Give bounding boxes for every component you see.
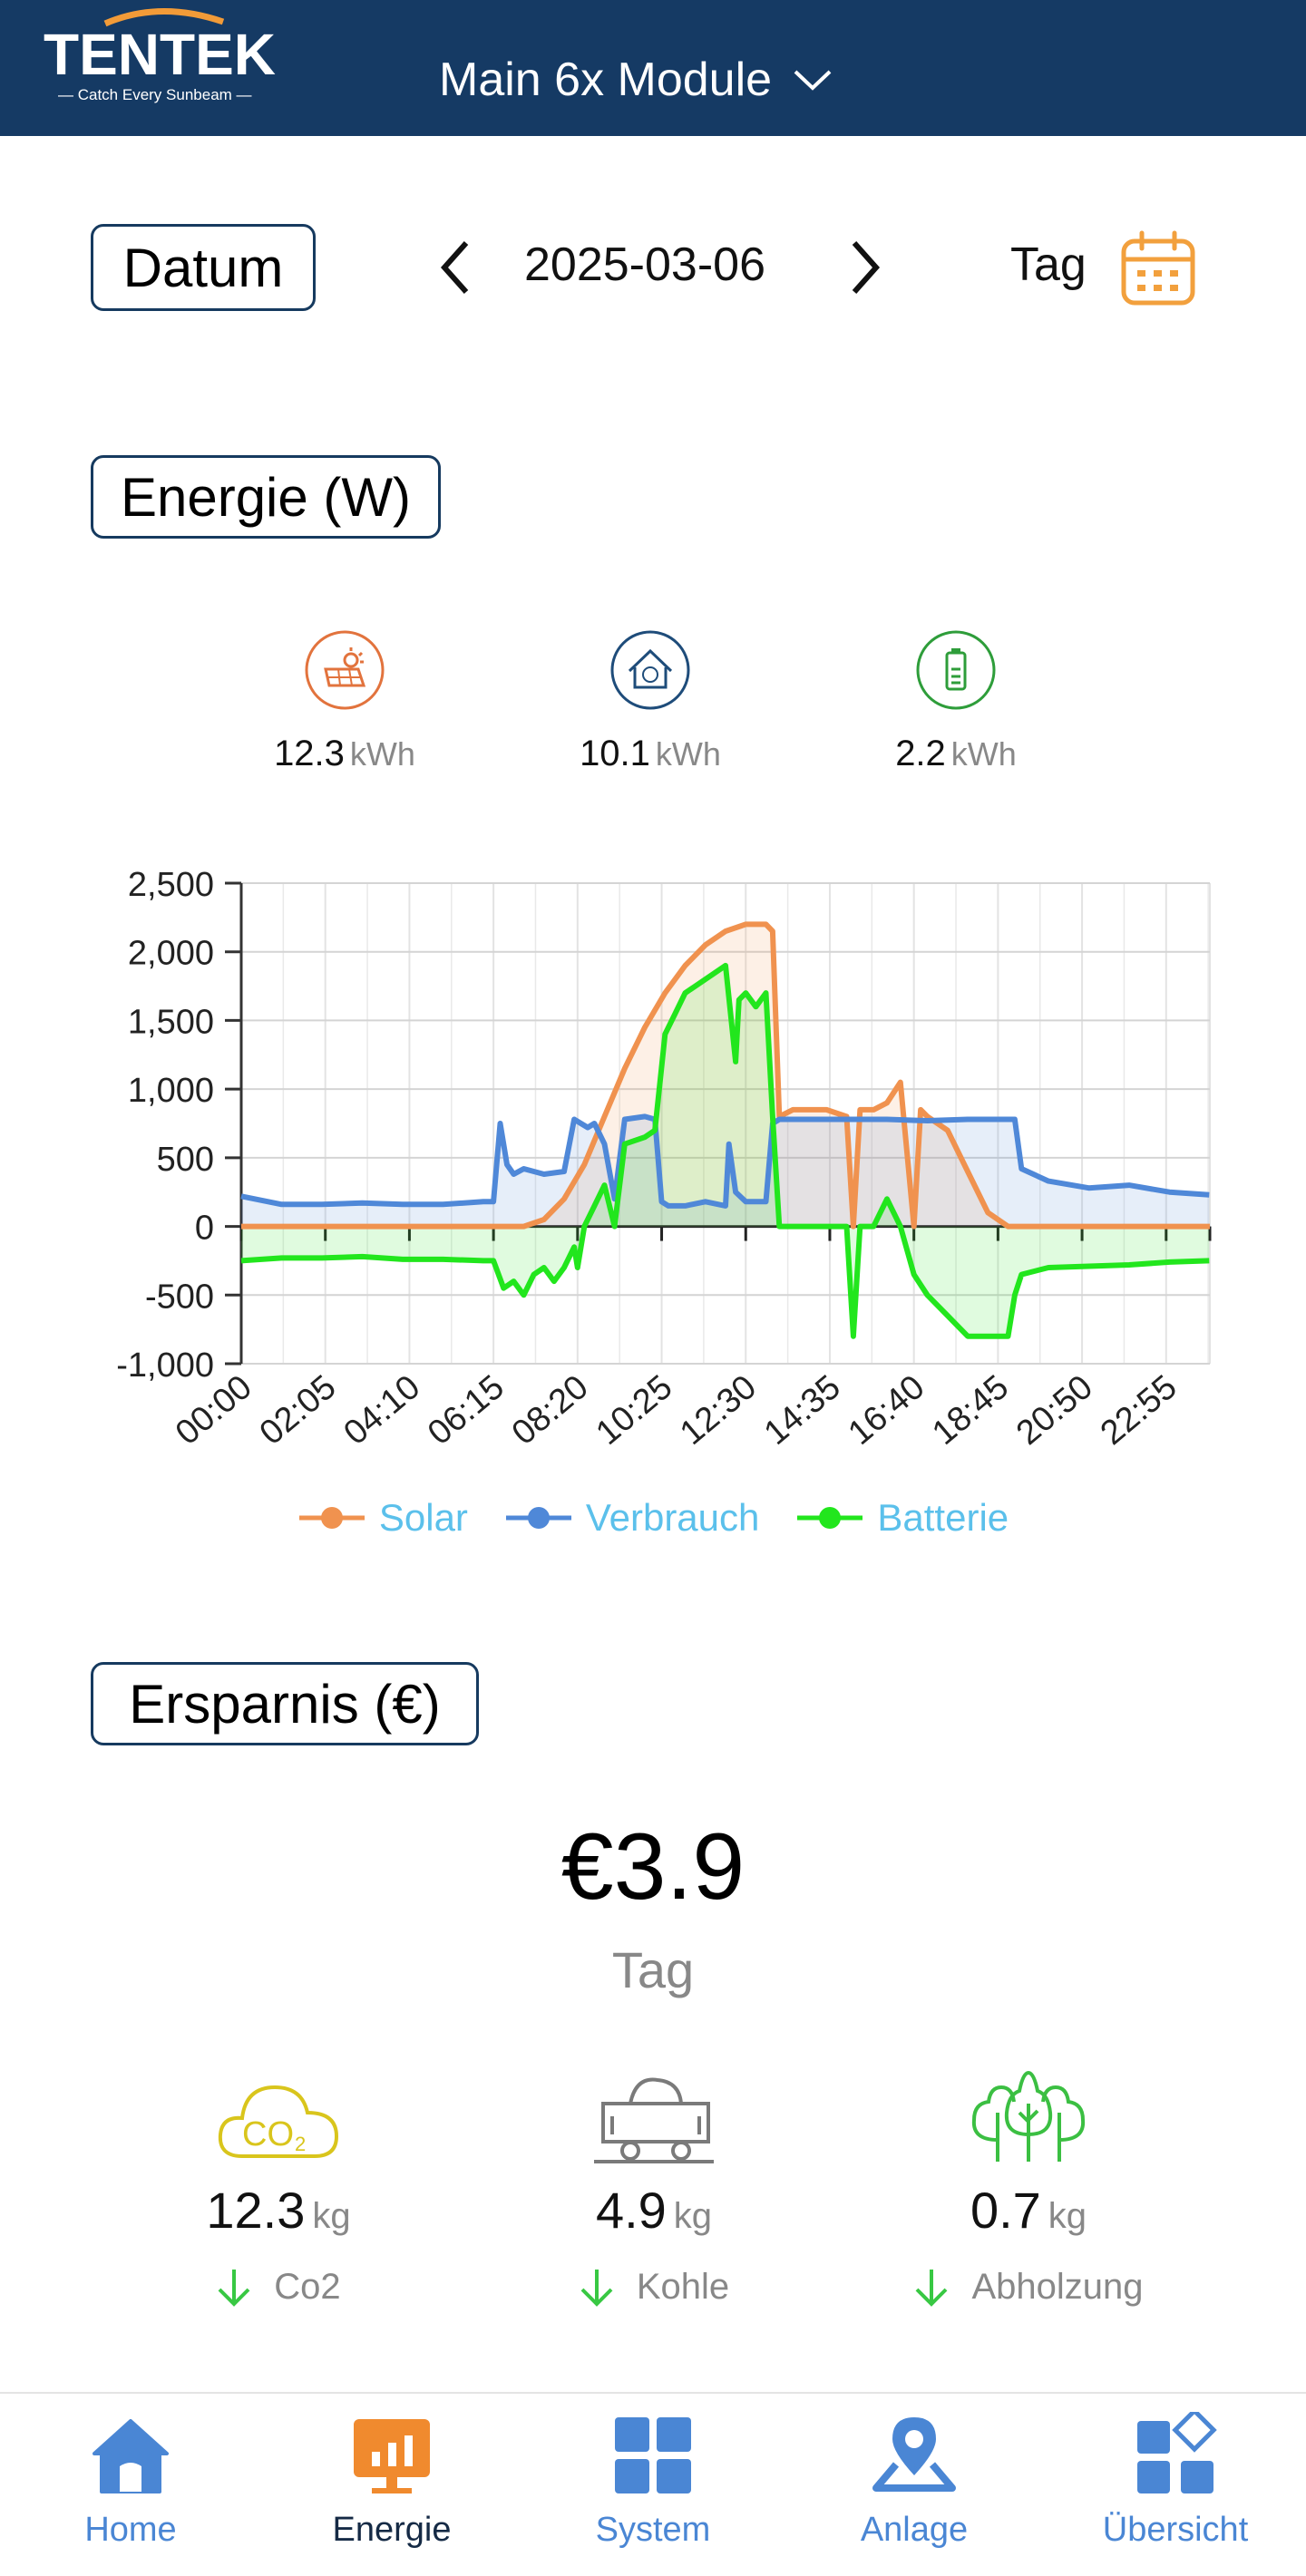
down-arrow-icon [580, 2269, 613, 2307]
co2-unit: kg [312, 2196, 351, 2236]
consumption-value: 10.1 [580, 734, 650, 773]
next-day-button[interactable] [847, 239, 883, 296]
system-grid-icon [615, 2417, 691, 2493]
current-date[interactable]: 2025-03-06 [524, 238, 765, 291]
coal-value: 4.9 [595, 2182, 667, 2239]
savings-section-title: Ersparnis (€) [91, 1662, 479, 1745]
savings-value: €3.9 [560, 1814, 746, 1920]
overview-icon [1137, 2407, 1217, 2493]
series-area-solar [241, 924, 1210, 1227]
prev-day-button[interactable] [437, 239, 473, 296]
solar-panel-icon [305, 630, 385, 710]
x-tick-label: 06:15 [421, 1368, 512, 1453]
brand-tagline: — Catch Every Sunbeam — [58, 86, 252, 103]
solar-unit: kWh [349, 735, 415, 773]
consumption-unit: kWh [655, 735, 721, 773]
coal-unit: kg [673, 2196, 713, 2236]
stat-battery: 2.2 kWh [838, 629, 1074, 774]
series-area-verbrauch [241, 1116, 1210, 1227]
chevron-down-icon [794, 70, 832, 91]
y-tick-label: 2,500 [128, 866, 214, 904]
x-tick-label: 18:45 [925, 1368, 1016, 1453]
eco-deforestation: 0.7 kg Abholzung [874, 2067, 1183, 2308]
eco-co2: CO 2 12.3 kg Co2 [124, 2067, 433, 2308]
tab-system-label: System [595, 2511, 711, 2549]
y-tick-label: 0 [195, 1210, 214, 1248]
series-area-batterie [241, 965, 1210, 1337]
stat-consumption: 10.1 kWh [532, 629, 768, 774]
series-line-batterie [240, 962, 1210, 1339]
trees-icon [971, 2070, 1086, 2162]
coal-label: Kohle [636, 2267, 730, 2307]
energy-chart-icon [354, 2419, 430, 2493]
tab-system[interactable]: System [522, 2394, 784, 2576]
y-tick-label: 1,000 [128, 1072, 214, 1110]
deforestation-label: Abholzung [971, 2267, 1144, 2307]
x-tick-label: 10:25 [589, 1368, 679, 1453]
savings-period: Tag [611, 1941, 695, 1998]
y-tick-label: -500 [145, 1278, 214, 1316]
x-tick-label: 16:40 [842, 1368, 932, 1453]
y-tick-label: 1,500 [128, 1003, 214, 1041]
tab-uebersicht[interactable]: Übersicht [1045, 2394, 1306, 2576]
deforestation-value: 0.7 [970, 2182, 1041, 2239]
svg-text:2: 2 [295, 2133, 306, 2155]
battery-value: 2.2 [895, 734, 946, 773]
co2-label: Co2 [274, 2267, 341, 2307]
battery-unit: kWh [950, 735, 1017, 773]
x-tick-label: 22:55 [1094, 1368, 1184, 1453]
legend-verbrauch[interactable]: Verbrauch [504, 1496, 759, 1540]
x-tick-label: 14:35 [757, 1368, 848, 1453]
legend-batterie[interactable]: Batterie [795, 1496, 1009, 1540]
y-tick-label: -1,000 [116, 1346, 214, 1385]
x-tick-label: 04:10 [336, 1368, 427, 1453]
energy-chart[interactable]: 2,5002,0001,5001,0005000-500-1,00000:000… [0, 843, 1306, 1478]
down-arrow-icon [218, 2269, 250, 2307]
coal-cart-icon [594, 2077, 714, 2163]
app-header: TENTEK — Catch Every Sunbeam — Main 6x M… [0, 0, 1306, 136]
series-line-verbrauch [240, 1113, 1210, 1209]
calendar-icon[interactable] [1119, 230, 1197, 306]
device-title: Main 6x Module [439, 53, 773, 106]
y-tick-label: 2,000 [128, 935, 214, 973]
device-selector[interactable]: Main 6x Module [439, 44, 833, 116]
eco-coal: 4.9 kg Kohle [500, 2067, 808, 2308]
deforestation-unit: kg [1048, 2196, 1087, 2236]
date-label: Datum [91, 224, 316, 311]
tab-uebersicht-label: Übersicht [1102, 2511, 1249, 2549]
down-arrow-icon [916, 2269, 948, 2307]
solar-value: 12.3 [274, 734, 345, 773]
tab-home[interactable]: Home [0, 2394, 261, 2576]
legend-solar[interactable]: Solar [297, 1496, 468, 1540]
tab-home-label: Home [84, 2511, 177, 2549]
x-tick-label: 12:30 [673, 1368, 764, 1453]
stat-solar: 12.3 kWh [227, 629, 463, 774]
x-tick-label: 20:50 [1009, 1368, 1100, 1453]
svg-text:CO: CO [242, 2115, 294, 2153]
series-line-solar [241, 921, 1210, 1230]
battery-icon [916, 630, 996, 710]
x-tick-label: 02:05 [253, 1368, 344, 1453]
co2-cloud-icon: CO 2 [218, 2085, 339, 2158]
tentek-logo: TENTEK — Catch Every Sunbeam — [44, 8, 276, 103]
energy-section-title: Energie (W) [91, 455, 441, 539]
bottom-tab-bar: Home Energie System Anlage [0, 2392, 1306, 2576]
x-tick-label: 08:20 [505, 1368, 596, 1453]
home-icon [93, 2419, 169, 2493]
tab-anlage[interactable]: Anlage [784, 2394, 1045, 2576]
y-tick-label: 500 [157, 1141, 214, 1179]
location-pin-icon [872, 2417, 956, 2492]
tab-energie[interactable]: Energie [261, 2394, 522, 2576]
chart-legend: Solar Verbrauch Batterie [0, 1496, 1306, 1540]
home-consumption-icon [610, 630, 690, 710]
period-mode[interactable]: Tag [1010, 238, 1087, 291]
co2-value: 12.3 [206, 2182, 306, 2239]
tab-anlage-label: Anlage [860, 2511, 969, 2549]
brand-text: TENTEK [44, 22, 276, 87]
tab-energie-label: Energie [332, 2511, 452, 2549]
